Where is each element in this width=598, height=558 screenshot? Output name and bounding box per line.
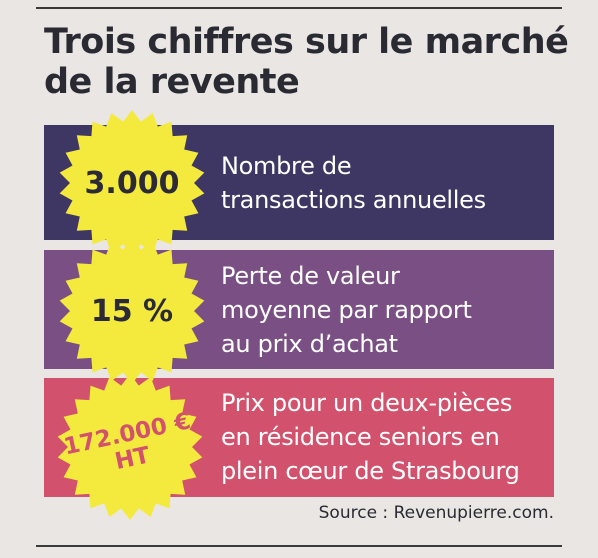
stat-value-line: 15 % [90,293,174,329]
stat-label-line: transactions annuelles [221,186,486,214]
stat-value-value-loss: 15 % [57,236,207,386]
stat-label-price: Prix pour un deux-pièces en résidence se… [221,386,544,488]
stat-label-line: Nombre de [221,152,352,180]
title-line-1: Trois chiffres sur le marché [44,22,569,62]
starburst-icon [59,238,205,384]
stat-label-line: au prix d’achat [221,330,398,358]
stat-value-price: 172.000 € HT [41,358,219,536]
article-title: Trois chiffres sur le marché de la reven… [44,22,569,102]
stat-label-line: en résidence seniors en [221,423,500,451]
top-rule [36,7,562,9]
stat-label-line: Perte de valeur [221,262,400,290]
stat-label-line: plein cœur de Strasbourg [221,457,520,485]
stat-label-transactions: Nombre de transactions annuelles [221,149,544,217]
starburst-icon [59,110,205,256]
stat-label-line: moyenne par rapport [221,296,472,324]
stat-label-line: Prix pour un deux-pièces [221,389,513,417]
stat-value-line: 3.000 [84,165,180,201]
starburst-icon [57,374,203,520]
starburst-shape [59,110,205,256]
stat-label-value-loss: Perte de valeur moyenne par rapport au p… [221,259,544,361]
starburst-seal-transactions: 3.000 [57,108,207,258]
stat-value-transactions: 3.000 [57,108,207,258]
stat-value-line: HT [112,442,153,476]
starburst-seal-price: 172.000 € HT [55,372,205,522]
starburst-shape [57,374,203,520]
starburst-shape [59,238,205,384]
title-line-2: de la revente [44,62,300,102]
starburst-seal-value-loss: 15 % [57,236,207,386]
bottom-rule [36,545,562,547]
source-credit: Source : Revenupierre.com. [318,503,554,523]
